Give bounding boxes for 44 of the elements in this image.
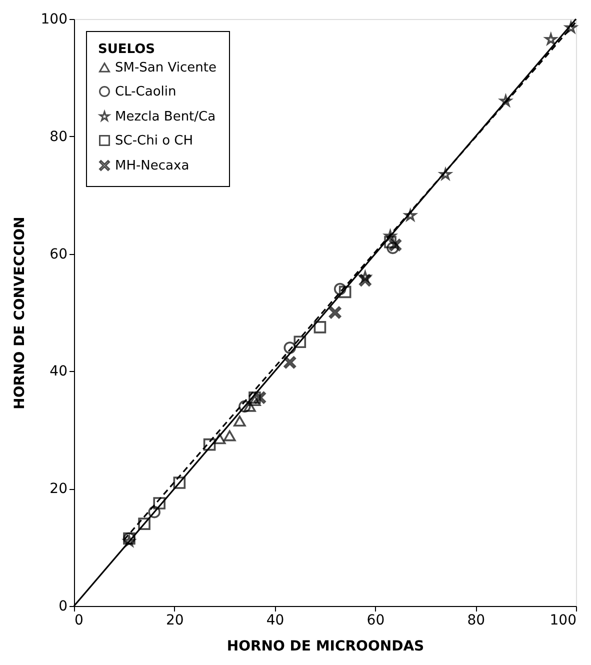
point (138, 518, 150, 530)
point (148, 506, 160, 518)
x-axis-title: HORNO DE MICROONDAS (226, 638, 424, 654)
point (334, 282, 346, 296)
point (123, 535, 136, 547)
legend-label: SC-Chi o CH (115, 134, 194, 148)
point (153, 497, 166, 510)
legend-label: SM-San Vicente (115, 60, 216, 76)
point (359, 274, 372, 286)
point (213, 433, 226, 444)
point (254, 391, 266, 404)
y-tick-label: 100 (40, 12, 68, 28)
point (328, 306, 342, 319)
legend-label: CL-Caolin (115, 84, 176, 100)
y-tick-label: 0 (58, 598, 68, 614)
point (234, 416, 246, 427)
point (386, 242, 399, 254)
y-tick-label: 20 (50, 481, 68, 498)
legend-title: SUELOS (98, 42, 156, 57)
legend-label: MH-Necaxa (115, 158, 190, 174)
point (238, 400, 251, 413)
point (173, 476, 186, 489)
legend-label: Mezcla Bent/Ca (115, 110, 216, 124)
point (294, 336, 306, 348)
point (389, 238, 402, 252)
point (384, 236, 396, 248)
point (248, 391, 261, 404)
point (284, 356, 296, 369)
point (284, 342, 296, 354)
y-axis-title: HORNO DE CONVECCION (12, 216, 28, 410)
x-tick-label: 0 (74, 612, 84, 628)
point (314, 321, 326, 334)
y-tick-label: 40 (50, 364, 68, 380)
x-tick-label: 60 (366, 612, 385, 628)
x-tick-label: 80 (467, 612, 486, 628)
y-tick-label: 60 (50, 246, 68, 262)
y-tick-label: 80 (50, 128, 68, 145)
x-tick-label: 100 (550, 612, 576, 628)
point (338, 286, 352, 298)
x-tick-label: 40 (266, 612, 284, 628)
x-tick-label: 20 (166, 612, 184, 628)
point (203, 438, 216, 451)
point (248, 395, 261, 406)
point (223, 430, 236, 442)
